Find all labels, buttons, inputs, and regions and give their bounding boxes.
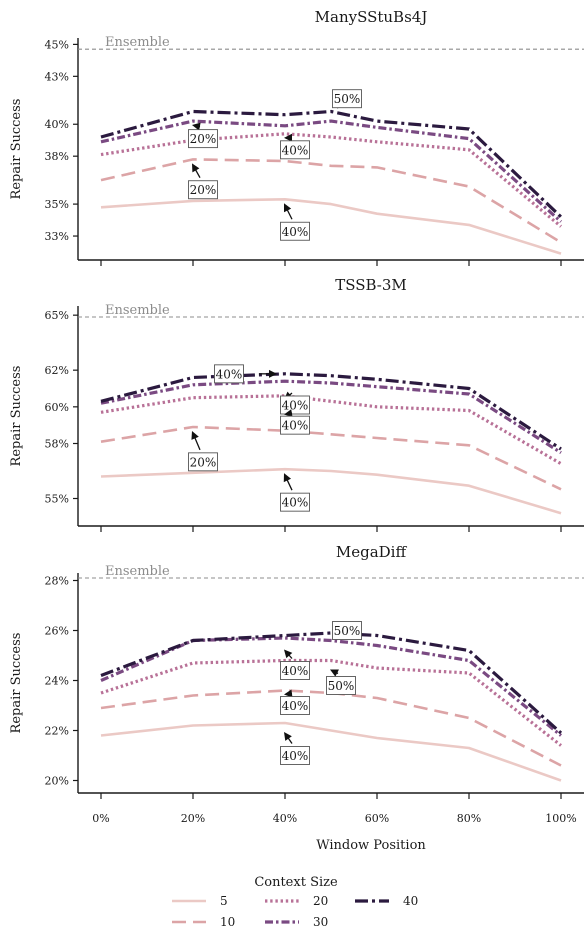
- chart-title: MegaDiff: [336, 543, 408, 561]
- x-tick-label: 40%: [273, 812, 297, 825]
- x-tick-label: 20%: [181, 812, 205, 825]
- x-tick-label: 0%: [92, 812, 109, 825]
- annotation-label: 20%: [190, 455, 217, 469]
- y-tick-label: 43%: [45, 70, 69, 83]
- annotation-box: [188, 180, 218, 200]
- x-axis-label: Window Position: [316, 838, 426, 853]
- series-line-10: [100, 425, 562, 491]
- series-line-40: [100, 109, 563, 219]
- y-axis-label: Repair Success: [9, 366, 24, 467]
- series-line-5: [100, 721, 562, 782]
- y-tick-label: 65%: [45, 309, 69, 322]
- x-tick-label: 100%: [545, 812, 576, 825]
- annotation-label: 50%: [334, 624, 361, 638]
- y-tick-label: 28%: [45, 575, 69, 588]
- annotation-box: [280, 395, 310, 415]
- annotation-arrowhead: [284, 649, 293, 659]
- annotation-arrowhead: [284, 409, 293, 418]
- annotation-box: [188, 452, 218, 472]
- series-line-30: [100, 119, 563, 223]
- annotation-arrowhead: [283, 473, 292, 483]
- ensemble-label: Ensemble: [105, 35, 170, 50]
- y-tick-label: 40%: [45, 118, 69, 131]
- y-tick-label: 26%: [45, 625, 69, 638]
- ensemble-label: Ensemble: [105, 564, 170, 579]
- annotation-label: 20%: [190, 132, 217, 146]
- legend-title: Context Size: [254, 875, 338, 890]
- chart-panel-3: MegaDiff Repair Success 20% 22% 24% 26% 28% 0% 2…: [9, 543, 584, 853]
- annotation-box: [280, 221, 310, 241]
- annotation-arrowhead: [192, 122, 201, 131]
- annotation-box: [188, 129, 218, 149]
- annotation-label: 50%: [328, 679, 355, 693]
- chart-title: TSSB-3M: [335, 276, 407, 294]
- annotation-arrowhead: [284, 732, 292, 741]
- annotation-label: 40%: [282, 143, 309, 157]
- annotation-label: 40%: [282, 399, 309, 413]
- legend-label: 10: [220, 915, 235, 929]
- series-line-20: [100, 394, 562, 466]
- annotation-box: [214, 364, 244, 384]
- annotation-box: [332, 89, 362, 109]
- series-line-5: [100, 467, 562, 515]
- annotation-box: [280, 492, 310, 512]
- series-line-10: [100, 158, 562, 244]
- y-tick-label: 62%: [45, 364, 69, 377]
- legend-label: 30: [313, 915, 328, 929]
- legend: Context Size 5 10 20 30 40: [172, 875, 418, 929]
- annotation-label: 40%: [216, 367, 243, 381]
- annotation-arrowhead: [330, 669, 339, 677]
- series-line-20: [100, 132, 563, 228]
- x-tick-label: 60%: [365, 812, 389, 825]
- annotation-box: [332, 621, 362, 640]
- annotation-label: 20%: [190, 183, 217, 197]
- chart-panel-1: ManySStuBs4J Repair Success 33% 35% 38% 40% 43…: [9, 8, 584, 266]
- series-line-5: [100, 198, 562, 255]
- series-line-40: [100, 631, 563, 735]
- annotation-arrowhead: [269, 369, 277, 378]
- annotation-arrowhead: [191, 431, 199, 440]
- y-tick-label: 45%: [45, 38, 69, 51]
- annotation-label: 40%: [282, 496, 309, 510]
- y-tick-label: 58%: [45, 438, 69, 451]
- chart-title: ManySStuBs4J: [315, 8, 428, 26]
- legend-label: 5: [220, 894, 228, 908]
- annotation-label: 40%: [282, 664, 309, 678]
- annotation-box: [280, 140, 310, 160]
- annotation-arrowhead: [284, 689, 293, 698]
- y-tick-label: 22%: [45, 725, 69, 738]
- annotation-label: 40%: [282, 699, 309, 713]
- y-tick-label: 38%: [45, 150, 69, 163]
- annotation-label: 40%: [282, 419, 309, 433]
- series-line-30: [100, 379, 562, 455]
- legend-label: 40: [403, 894, 418, 908]
- y-tick-label: 35%: [45, 198, 69, 211]
- y-tick-label: 20%: [45, 775, 69, 788]
- annotation-box: [280, 415, 310, 435]
- y-tick-label: 24%: [45, 675, 69, 688]
- annotation-box: [326, 676, 356, 695]
- legend-label: 20: [313, 894, 328, 908]
- annotation-box: [280, 746, 310, 765]
- annotation-arrowhead: [192, 163, 200, 173]
- y-tick-label: 60%: [45, 401, 69, 414]
- annotation-arrowhead: [284, 133, 293, 142]
- y-axis-label: Repair Success: [9, 633, 24, 734]
- y-axis-label: Repair Success: [9, 99, 24, 200]
- annotation-box: [280, 696, 310, 715]
- ensemble-label: Ensemble: [105, 303, 170, 318]
- annotation-label: 40%: [282, 225, 309, 239]
- annotation-label: 40%: [282, 749, 309, 763]
- annotation-box: [280, 661, 310, 680]
- x-tick-label: 80%: [457, 812, 481, 825]
- annotation-label: 50%: [334, 92, 361, 106]
- chart-panel-2: TSSB-3M Repair Success 55% 58% 60% 62% 65% Ense…: [9, 276, 584, 532]
- y-tick-label: 33%: [45, 230, 69, 243]
- series-line-20: [100, 658, 562, 747]
- y-tick-label: 55%: [45, 493, 69, 506]
- series-line-40: [100, 372, 562, 451]
- annotation-arrowhead: [284, 203, 292, 213]
